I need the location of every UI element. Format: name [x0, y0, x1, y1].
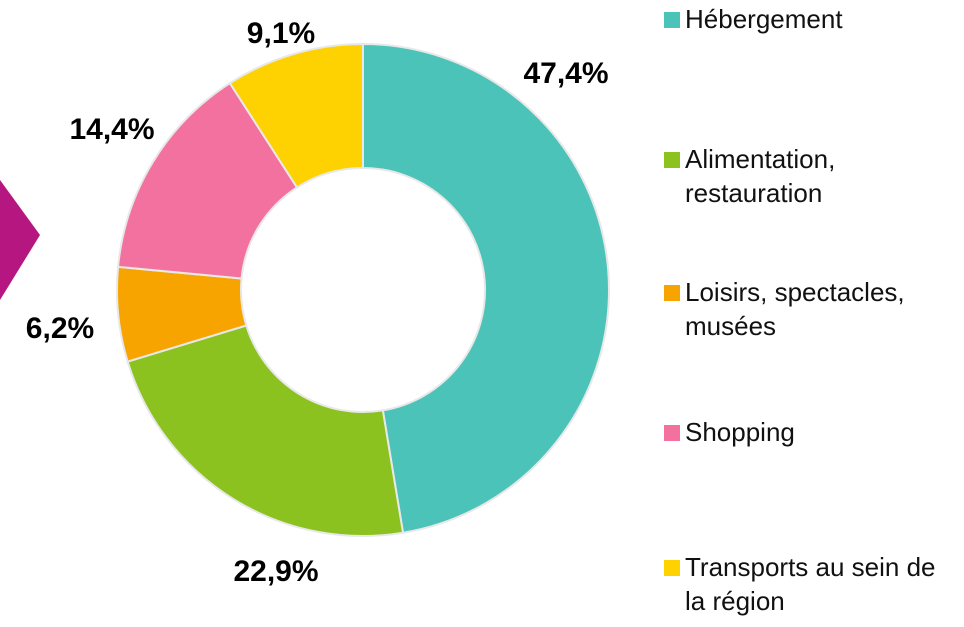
legend-label: Alimentation, restauration [685, 144, 836, 208]
slice [228, 42, 364, 189]
legend-swatch [664, 152, 680, 168]
legend-label: Shopping [685, 417, 795, 447]
legend-item: Alimentation, restauration [664, 142, 957, 210]
slice [362, 42, 611, 534]
slice [126, 324, 405, 537]
legend-label: Loisirs, spectacles, musées [685, 277, 905, 341]
legend-swatch [664, 425, 680, 441]
legend-item: Loisirs, spectacles, musées [664, 275, 957, 343]
value-label: 47,4% [523, 57, 608, 90]
decoration [0, 180, 40, 300]
slice [117, 81, 299, 280]
legend-item: Shopping [664, 415, 957, 449]
value-label: 22,9% [233, 555, 318, 588]
donut [116, 42, 611, 537]
legend-item: Transports au sein de la région [664, 550, 957, 618]
legend-item: Hébergement [664, 2, 957, 36]
value-label: 14,4% [69, 113, 154, 146]
legend-label: Transports au sein de la région [685, 552, 936, 616]
legend-label: Hébergement [685, 4, 843, 34]
legend-swatch [664, 12, 680, 28]
legend-swatch [664, 560, 680, 576]
value-label: 9,1% [247, 17, 315, 50]
legend-swatch [664, 285, 680, 301]
value-label: 6,2% [26, 312, 94, 345]
